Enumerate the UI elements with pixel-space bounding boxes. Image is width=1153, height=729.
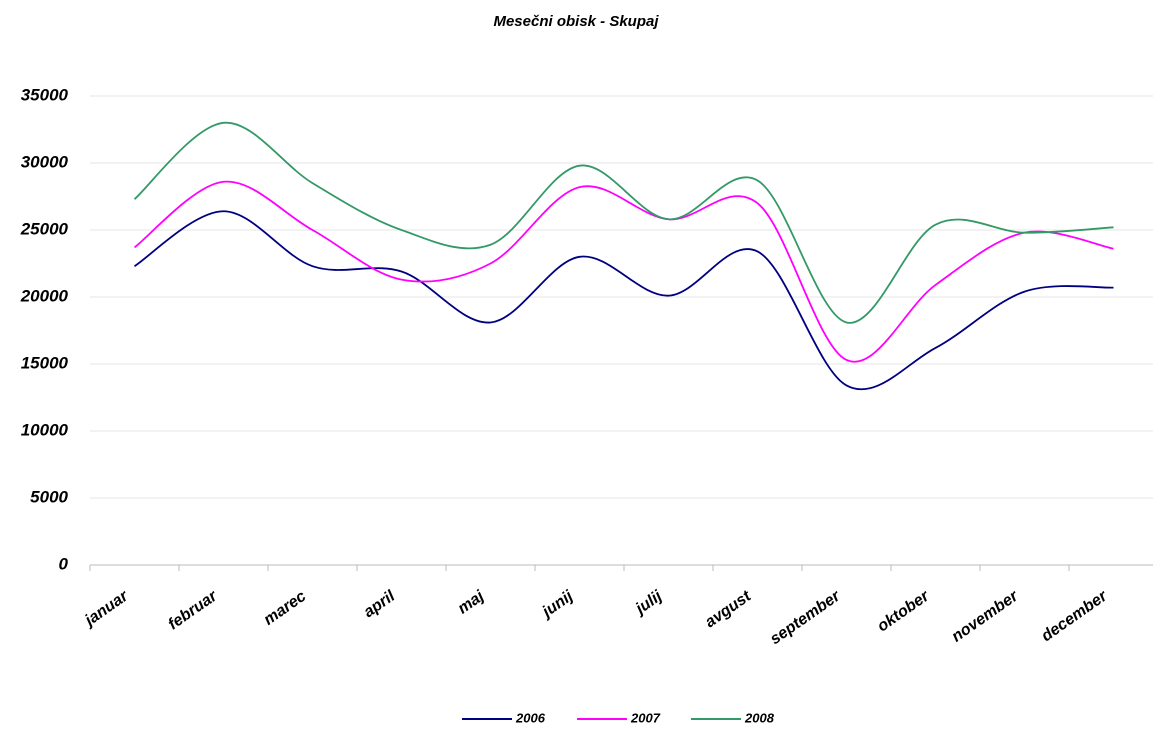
x-tick-label: julij <box>631 587 665 618</box>
x-tick-label: september <box>767 587 844 648</box>
y-tick-label: 35000 <box>21 85 69 104</box>
line <box>133 180 1114 363</box>
y-tick-label: 10000 <box>21 420 69 439</box>
y-tick-label: 30000 <box>21 152 69 171</box>
x-tick-label: avgust <box>702 587 755 631</box>
y-tick-label: 15000 <box>21 353 69 372</box>
line <box>134 210 1114 391</box>
legend-label: 2007 <box>630 710 661 725</box>
y-tick-label: 0 <box>59 554 69 573</box>
line <box>133 121 1114 324</box>
y-tick-label: 25000 <box>20 219 69 238</box>
x-tick-label: januar <box>80 587 131 630</box>
x-tick-label: november <box>949 587 1022 645</box>
x-tick-label: december <box>1039 587 1111 645</box>
y-tick-label: 5000 <box>30 487 68 506</box>
x-tick-label: marec <box>261 588 309 629</box>
x-tick-label: april <box>361 587 399 621</box>
x-tick-label: oktober <box>874 587 932 635</box>
x-tick-label: maj <box>455 587 488 617</box>
y-tick-label: 20000 <box>20 286 69 305</box>
chart-title: Mesečni obisk - Skupaj <box>493 13 659 30</box>
legend-label: 2006 <box>515 710 546 725</box>
legend-label: 2008 <box>744 710 775 725</box>
x-tick-label: junij <box>538 587 577 621</box>
x-tick-label: februar <box>165 587 221 633</box>
